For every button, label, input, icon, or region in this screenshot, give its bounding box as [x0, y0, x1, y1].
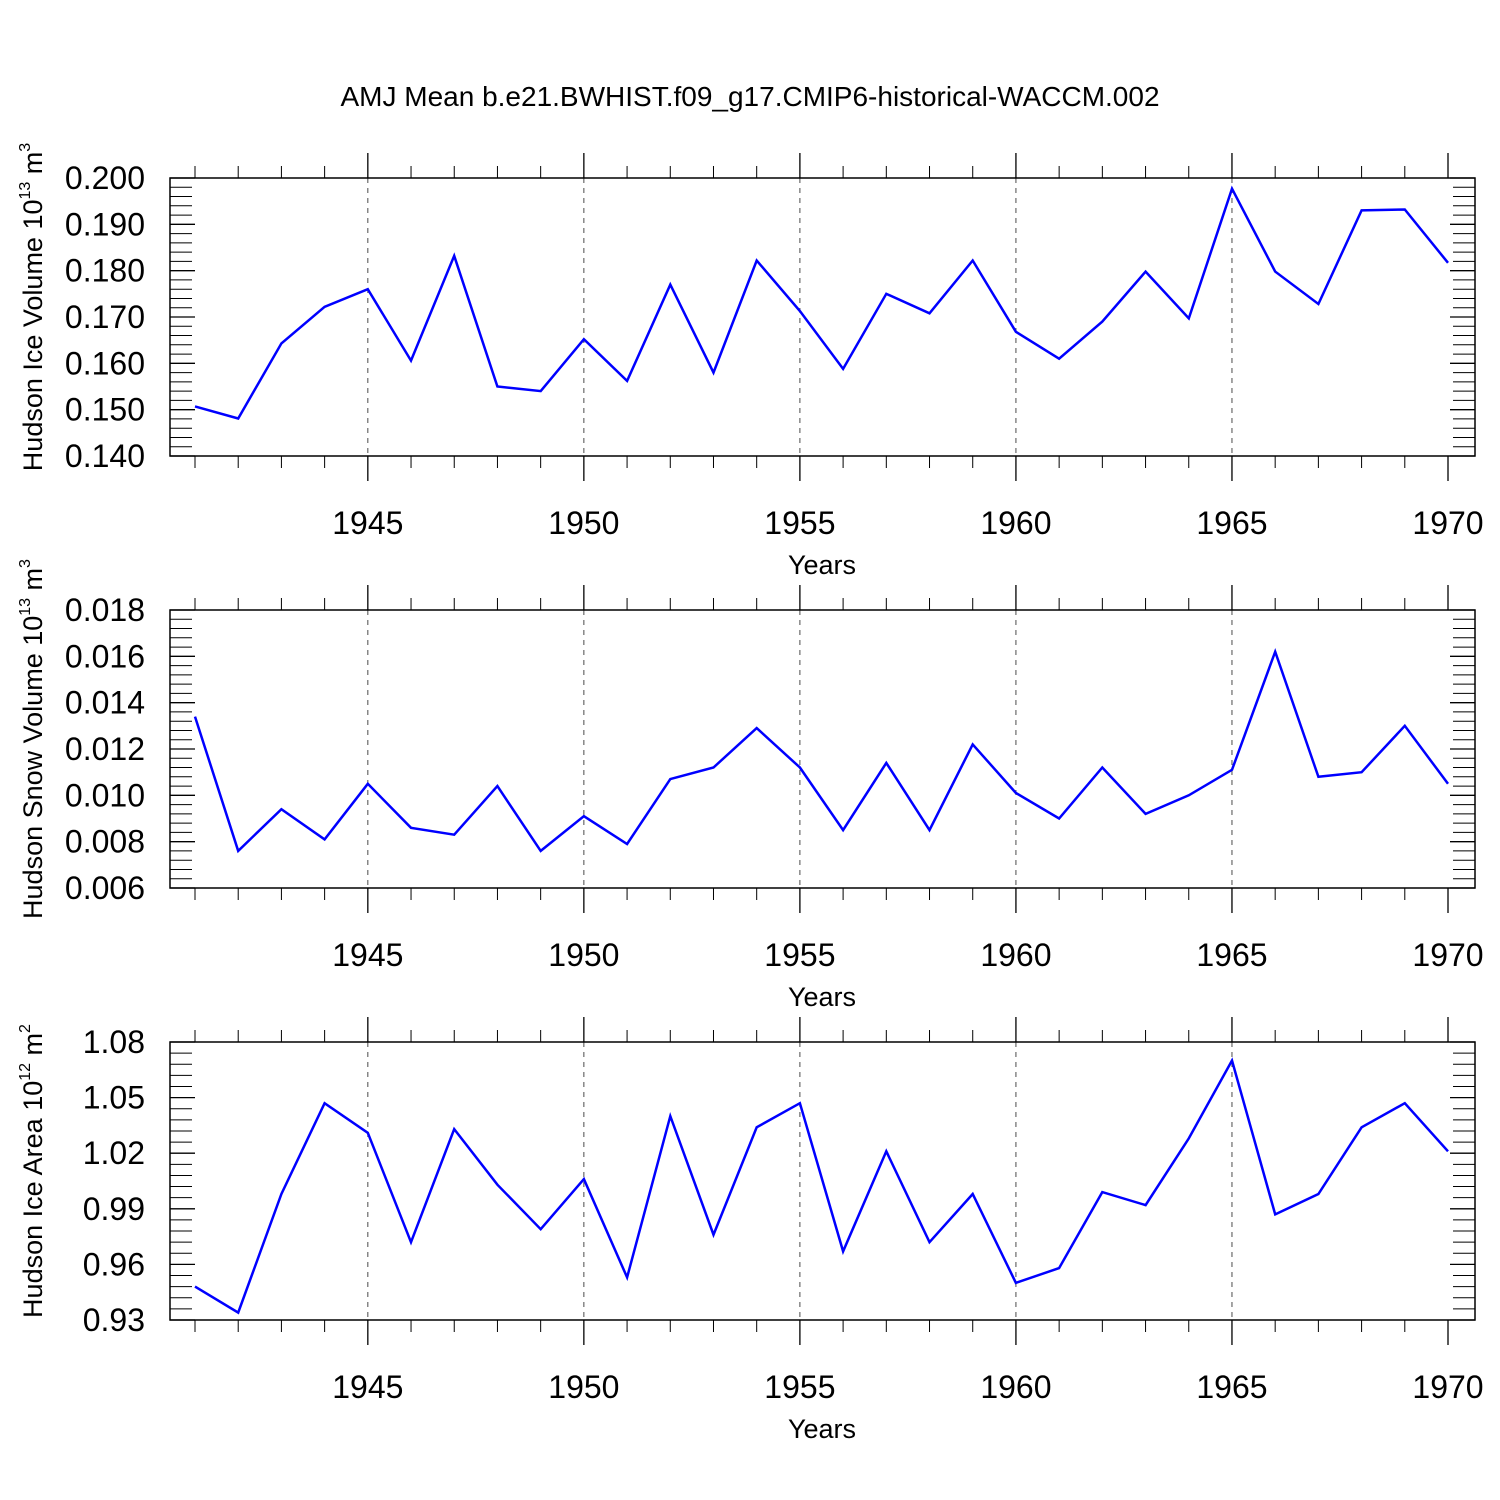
y-tick-label: 0.93 — [83, 1302, 145, 1338]
x-tick-label: 1945 — [332, 505, 403, 541]
y-axis-title-unit-exponent: 3 — [17, 143, 34, 152]
y-axis-title-text: Hudson Ice Volume 10 — [18, 200, 48, 472]
x-tick-label: 1950 — [548, 937, 619, 973]
y-tick-label: 1.05 — [83, 1080, 145, 1116]
y-tick-label: 0.99 — [83, 1191, 145, 1227]
y-axis-title: Hudson Ice Volume 1013 m3 — [17, 143, 48, 471]
x-tick-label: 1955 — [764, 505, 835, 541]
y-axis-title-unit: m — [18, 152, 48, 182]
panels: 0.140 0.150 0.160 0.170 0.180 0.190 0.200 1945 1… — [17, 143, 1484, 1444]
x-tick-label: 1950 — [548, 1369, 619, 1405]
x-axis-title: Years — [788, 982, 856, 1012]
y-tick-label: 0.014 — [65, 685, 145, 721]
y-tick-label: 0.160 — [65, 345, 145, 381]
x-tick-label: 1965 — [1196, 505, 1267, 541]
y-axis-title-text: Hudson Ice Area 10 — [18, 1081, 48, 1318]
x-tick-label: 1960 — [980, 937, 1051, 973]
x-tick-label: 1965 — [1196, 1369, 1267, 1405]
x-tick-label: 1960 — [980, 1369, 1051, 1405]
y-axis-title: Hudson Ice Area 1012 m2 — [17, 1024, 48, 1318]
y-tick-label: 0.006 — [65, 870, 145, 906]
x-tick-label: 1970 — [1412, 937, 1483, 973]
y-tick-label: 1.02 — [83, 1135, 145, 1171]
x-tick-label: 1955 — [764, 937, 835, 973]
chart-panel-3: 0.93 0.96 0.99 1.02 1.05 1.08 1945 1950 1955 1960… — [17, 1017, 1484, 1444]
y-tick-label: 0.180 — [65, 253, 145, 289]
y-tick-label: 0.150 — [65, 392, 145, 428]
y-tick-label: 0.008 — [65, 824, 145, 860]
plot-frame — [169, 1041, 1476, 1321]
x-axis-title: Years — [788, 550, 856, 580]
series-line — [193, 647, 1450, 854]
plot-frame — [169, 177, 1476, 457]
y-tick-label: 0.016 — [65, 638, 145, 674]
x-tick-label: 1965 — [1196, 937, 1267, 973]
x-axis-title: Years — [788, 1414, 856, 1444]
x-tick-label: 1945 — [332, 1369, 403, 1405]
y-tick-label: 0.010 — [65, 777, 145, 813]
y-axis-title-exponent: 13 — [17, 182, 34, 200]
y-tick-label: 1.08 — [83, 1024, 145, 1060]
chart-panel-1: 0.140 0.150 0.160 0.170 0.180 0.190 0.200 1945 1… — [17, 143, 1484, 580]
plot-frame — [169, 609, 1476, 889]
y-axis-title-exponent: 13 — [17, 598, 34, 616]
y-axis-title: Hudson Snow Volume 1013 m3 — [17, 559, 48, 919]
y-axis-title-exponent: 12 — [17, 1063, 34, 1081]
y-axis-title-unit: m — [18, 1033, 48, 1063]
y-tick-label: 0.200 — [65, 160, 145, 196]
y-tick-label: 0.140 — [65, 438, 145, 474]
y-axis-title-unit-exponent: 3 — [17, 559, 34, 568]
y-tick-label: 0.018 — [65, 592, 145, 628]
y-tick-label: 0.96 — [83, 1246, 145, 1282]
x-tick-label: 1970 — [1412, 505, 1483, 541]
figure-title: AMJ Mean b.e21.BWHIST.f09_g17.CMIP6-hist… — [340, 81, 1159, 112]
y-tick-label: 0.190 — [65, 206, 145, 242]
y-axis-title-text: Hudson Snow Volume 10 — [18, 616, 48, 919]
y-tick-label: 0.012 — [65, 731, 145, 767]
x-tick-label: 1945 — [332, 937, 403, 973]
y-axis-title-unit-exponent: 2 — [17, 1024, 34, 1033]
x-tick-label: 1950 — [548, 505, 619, 541]
y-tick-label: 0.170 — [65, 299, 145, 335]
x-tick-label: 1955 — [764, 1369, 835, 1405]
chart-panel-2: 0.006 0.008 0.010 0.012 0.014 0.016 0.018 1945 1… — [17, 559, 1484, 1012]
y-axis-title-unit: m — [18, 568, 48, 598]
series-line — [194, 185, 1449, 420]
x-tick-label: 1970 — [1412, 1369, 1483, 1405]
series-line — [194, 1057, 1449, 1315]
x-tick-label: 1960 — [980, 505, 1051, 541]
